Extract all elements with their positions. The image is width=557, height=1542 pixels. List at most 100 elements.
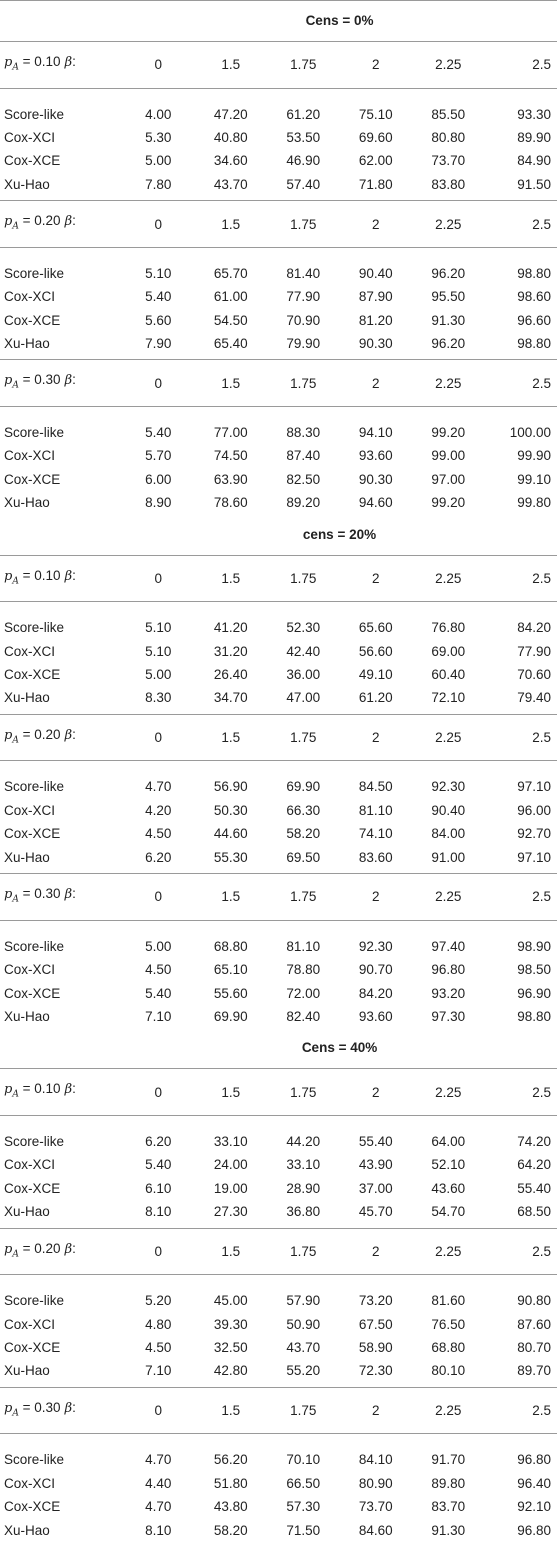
power-value: 39.30 bbox=[195, 1313, 268, 1336]
power-value: 95.50 bbox=[412, 285, 485, 308]
beta-column-header: 1.5 bbox=[195, 874, 268, 921]
section-title: Cens = 0% bbox=[122, 1, 557, 42]
power-value: 58.90 bbox=[340, 1336, 413, 1359]
power-value: 85.50 bbox=[412, 103, 485, 126]
power-value: 93.30 bbox=[485, 103, 557, 126]
power-value: 80.80 bbox=[412, 126, 485, 149]
power-value: 5.40 bbox=[122, 285, 195, 308]
power-value: 78.60 bbox=[195, 491, 268, 514]
power-value: 36.80 bbox=[267, 1200, 340, 1228]
power-value: 4.70 bbox=[122, 1448, 195, 1471]
beta-column-header: 2.5 bbox=[485, 555, 557, 602]
power-value: 43.70 bbox=[195, 173, 268, 201]
section-title: Cens = 40% bbox=[122, 1028, 557, 1069]
power-value: 51.80 bbox=[195, 1472, 268, 1495]
beta-column-header: 1.5 bbox=[195, 555, 268, 602]
beta-column-header: 2.25 bbox=[412, 201, 485, 248]
power-value: 58.20 bbox=[195, 1519, 268, 1542]
power-value: 46.90 bbox=[267, 149, 340, 172]
group-label: pA = 0.10 β: bbox=[0, 42, 122, 89]
power-value: 56.90 bbox=[195, 775, 268, 798]
power-value: 52.10 bbox=[412, 1153, 485, 1176]
power-value: 6.20 bbox=[122, 1130, 195, 1153]
power-value: 55.40 bbox=[485, 1177, 557, 1200]
power-value: 49.10 bbox=[340, 663, 413, 686]
beta-column-header: 2 bbox=[340, 555, 413, 602]
power-value: 70.60 bbox=[485, 663, 557, 686]
power-value: 50.30 bbox=[195, 799, 268, 822]
power-value: 68.80 bbox=[195, 935, 268, 958]
power-value: 33.10 bbox=[267, 1153, 340, 1176]
pa-symbol: pA bbox=[4, 55, 19, 70]
beta-column-header: 0 bbox=[122, 714, 195, 761]
pa-value: 0.20 bbox=[34, 213, 60, 228]
pa-symbol: pA bbox=[4, 214, 19, 229]
power-value: 91.50 bbox=[485, 173, 557, 201]
pa-symbol: pA bbox=[4, 569, 19, 584]
method-name: Score-like bbox=[0, 1448, 122, 1471]
power-value: 61.00 bbox=[195, 285, 268, 308]
power-value: 5.00 bbox=[122, 149, 195, 172]
beta-column-header: 2.5 bbox=[485, 1387, 557, 1434]
power-value: 81.10 bbox=[267, 935, 340, 958]
method-name: Xu-Hao bbox=[0, 491, 122, 514]
power-value: 80.70 bbox=[485, 1336, 557, 1359]
power-value: 81.10 bbox=[340, 799, 413, 822]
group-label: pA = 0.20 β: bbox=[0, 201, 122, 248]
method-name: Cox-XCE bbox=[0, 1336, 122, 1359]
power-value: 58.20 bbox=[267, 822, 340, 845]
power-value: 4.50 bbox=[122, 1336, 195, 1359]
power-value: 82.40 bbox=[267, 1005, 340, 1028]
power-value: 74.20 bbox=[485, 1130, 557, 1153]
power-value: 96.40 bbox=[485, 1472, 557, 1495]
power-value: 100.00 bbox=[485, 421, 557, 444]
power-value: 99.20 bbox=[412, 421, 485, 444]
beta-column-header: 1.75 bbox=[267, 1387, 340, 1434]
beta-column-header: 1.75 bbox=[267, 1069, 340, 1116]
pa-symbol: pA bbox=[4, 728, 19, 743]
power-value: 94.10 bbox=[340, 421, 413, 444]
power-value: 80.10 bbox=[412, 1359, 485, 1387]
power-value: 55.20 bbox=[267, 1359, 340, 1387]
power-value: 69.90 bbox=[267, 775, 340, 798]
beta-column-header: 2.5 bbox=[485, 201, 557, 248]
pa-value: 0.10 bbox=[34, 568, 60, 583]
method-name: Score-like bbox=[0, 1130, 122, 1153]
power-value: 99.00 bbox=[412, 444, 485, 467]
power-value: 64.20 bbox=[485, 1153, 557, 1176]
power-value: 62.00 bbox=[340, 149, 413, 172]
power-value: 4.70 bbox=[122, 775, 195, 798]
power-value: 69.90 bbox=[195, 1005, 268, 1028]
power-value: 69.00 bbox=[412, 640, 485, 663]
power-value: 90.40 bbox=[412, 799, 485, 822]
power-value: 33.10 bbox=[195, 1130, 268, 1153]
power-value: 43.60 bbox=[412, 1177, 485, 1200]
power-value: 76.80 bbox=[412, 616, 485, 639]
power-value: 8.90 bbox=[122, 491, 195, 514]
power-value: 5.40 bbox=[122, 421, 195, 444]
pa-value: 0.30 bbox=[34, 372, 60, 387]
power-value: 4.50 bbox=[122, 958, 195, 981]
method-name: Xu-Hao bbox=[0, 173, 122, 201]
beta-column-header: 2 bbox=[340, 874, 413, 921]
power-value: 43.90 bbox=[340, 1153, 413, 1176]
power-value: 96.20 bbox=[412, 332, 485, 360]
beta-column-header: 2.25 bbox=[412, 360, 485, 407]
beta-column-header: 0 bbox=[122, 874, 195, 921]
beta-column-header: 2 bbox=[340, 714, 413, 761]
power-value: 90.30 bbox=[340, 332, 413, 360]
beta-column-header: 2 bbox=[340, 1228, 413, 1275]
pa-symbol: pA bbox=[4, 1401, 19, 1416]
beta-column-header: 0 bbox=[122, 1228, 195, 1275]
